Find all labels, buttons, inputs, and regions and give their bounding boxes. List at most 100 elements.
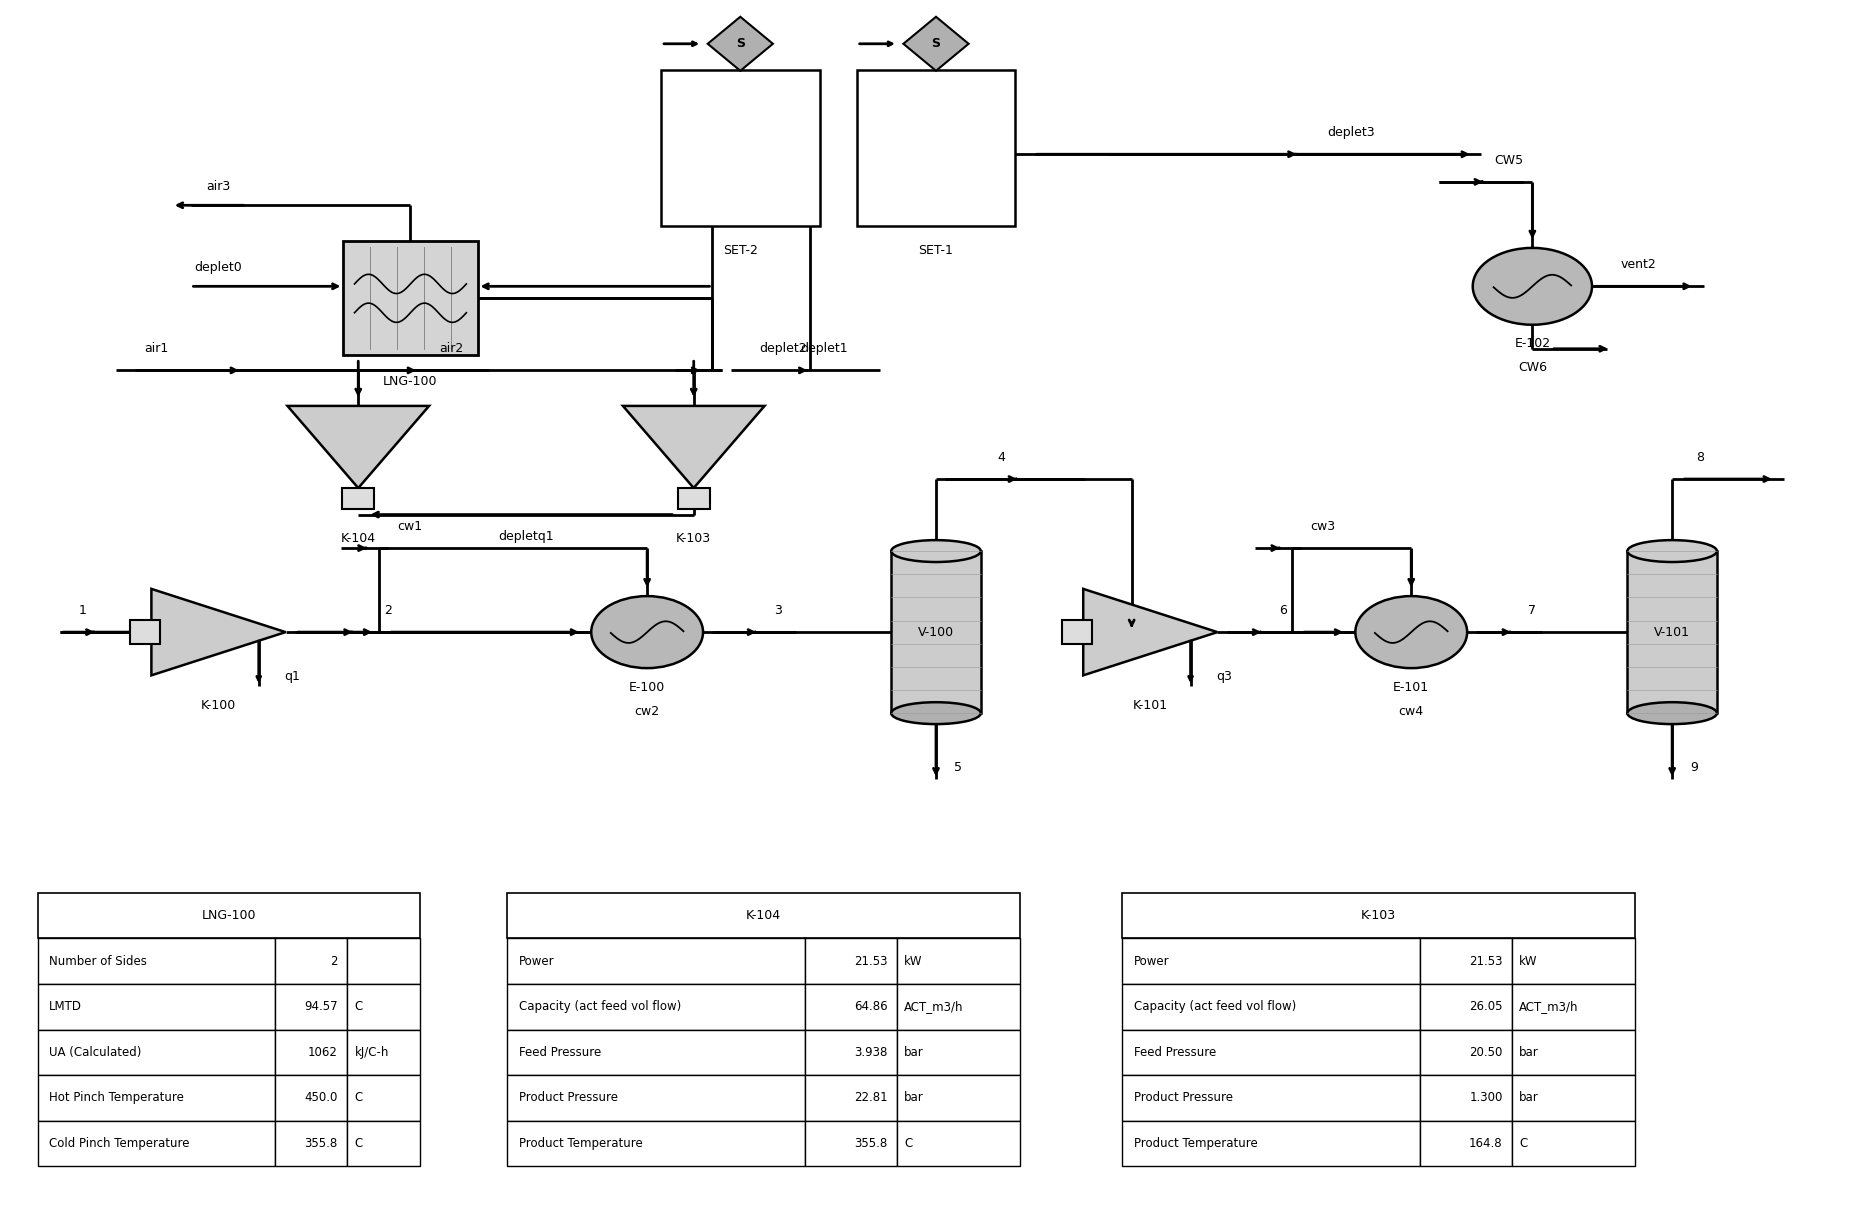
Bar <box>346 938 419 984</box>
Text: 21.53: 21.53 <box>854 955 887 967</box>
Bar <box>1123 1030 1419 1075</box>
Text: ACT_m3/h: ACT_m3/h <box>1520 1000 1578 1013</box>
Bar <box>1419 1121 1513 1167</box>
Bar <box>507 984 805 1030</box>
Bar <box>507 1121 805 1167</box>
Text: LNG-100: LNG-100 <box>202 909 256 922</box>
Bar <box>897 984 1020 1030</box>
Text: Power: Power <box>1134 955 1170 967</box>
Bar <box>343 242 477 355</box>
Text: cw3: cw3 <box>1310 520 1337 533</box>
Bar <box>1419 984 1513 1030</box>
Bar <box>37 892 419 938</box>
Text: q1: q1 <box>285 670 300 683</box>
Text: Feed Pressure: Feed Pressure <box>1134 1046 1215 1059</box>
Bar <box>805 1075 897 1121</box>
Bar <box>897 938 1020 984</box>
Bar <box>805 938 897 984</box>
Bar <box>1513 938 1634 984</box>
Text: 2: 2 <box>384 604 391 617</box>
Bar <box>507 1075 805 1121</box>
Text: Capacity (act feed vol flow): Capacity (act feed vol flow) <box>519 1000 681 1013</box>
Bar <box>1419 938 1513 984</box>
Bar <box>343 488 374 509</box>
Text: E-101: E-101 <box>1393 681 1430 694</box>
Text: E-102: E-102 <box>1514 337 1550 351</box>
Bar <box>37 1121 275 1167</box>
Text: K-101: K-101 <box>1133 699 1168 712</box>
Text: kW: kW <box>904 955 923 967</box>
Text: Product Temperature: Product Temperature <box>1134 1138 1258 1150</box>
Text: UA (Calculated): UA (Calculated) <box>49 1046 140 1059</box>
Bar <box>1123 984 1419 1030</box>
Text: 3.938: 3.938 <box>854 1046 887 1059</box>
Text: cw4: cw4 <box>1398 705 1425 718</box>
Text: deplet0: deplet0 <box>195 261 241 273</box>
Text: 164.8: 164.8 <box>1470 1138 1503 1150</box>
Bar <box>857 70 1015 226</box>
Bar <box>37 938 275 984</box>
Text: 8: 8 <box>1696 451 1704 464</box>
Bar <box>1123 1075 1419 1121</box>
Ellipse shape <box>1627 540 1717 562</box>
Bar <box>1513 1075 1634 1121</box>
Text: air3: air3 <box>206 180 230 192</box>
Bar <box>897 1030 1020 1075</box>
Bar <box>507 892 1020 938</box>
Text: 1: 1 <box>79 604 86 617</box>
Bar <box>1513 984 1634 1030</box>
Text: E-100: E-100 <box>629 681 665 694</box>
Ellipse shape <box>891 702 981 724</box>
Text: Product Temperature: Product Temperature <box>519 1138 642 1150</box>
Text: bar: bar <box>1520 1092 1539 1105</box>
Text: CW5: CW5 <box>1494 154 1524 167</box>
Text: 6: 6 <box>1279 604 1286 617</box>
Text: depletq1: depletq1 <box>498 530 554 543</box>
Text: bar: bar <box>904 1046 925 1059</box>
Text: 94.57: 94.57 <box>305 1000 337 1013</box>
Text: bar: bar <box>904 1092 925 1105</box>
Text: Capacity (act feed vol flow): Capacity (act feed vol flow) <box>1134 1000 1295 1013</box>
Bar <box>891 551 981 713</box>
Text: 64.86: 64.86 <box>854 1000 887 1013</box>
Bar <box>37 1075 275 1121</box>
Polygon shape <box>152 589 286 676</box>
Text: deplet2: deplet2 <box>758 342 807 355</box>
Text: SET-2: SET-2 <box>723 244 758 256</box>
Bar <box>678 488 709 509</box>
Bar <box>37 1030 275 1075</box>
Bar <box>275 1121 346 1167</box>
Bar <box>897 1121 1020 1167</box>
Text: 2: 2 <box>329 955 337 967</box>
Text: deplet3: deplet3 <box>1327 126 1374 139</box>
Bar <box>805 1030 897 1075</box>
Text: C: C <box>904 1138 912 1150</box>
Text: C: C <box>354 1000 363 1013</box>
Bar <box>507 938 805 984</box>
Bar <box>37 984 275 1030</box>
Text: K-103: K-103 <box>676 532 711 545</box>
Bar <box>1627 551 1717 713</box>
Ellipse shape <box>1355 596 1468 669</box>
Bar <box>131 620 161 644</box>
Bar <box>275 1075 346 1121</box>
Text: C: C <box>354 1138 363 1150</box>
Text: air1: air1 <box>144 342 168 355</box>
Text: CW6: CW6 <box>1518 361 1546 375</box>
Text: 9: 9 <box>1690 760 1698 774</box>
Polygon shape <box>904 17 968 71</box>
Text: Product Pressure: Product Pressure <box>1134 1092 1232 1105</box>
Bar <box>507 1030 805 1075</box>
Text: cw1: cw1 <box>397 520 423 533</box>
Text: 22.81: 22.81 <box>854 1092 887 1105</box>
Bar <box>897 1075 1020 1121</box>
Text: 355.8: 355.8 <box>305 1138 337 1150</box>
Text: 450.0: 450.0 <box>305 1092 337 1105</box>
Text: 355.8: 355.8 <box>854 1138 887 1150</box>
Bar <box>1123 892 1634 938</box>
Text: vent2: vent2 <box>1621 259 1657 271</box>
Text: Number of Sides: Number of Sides <box>49 955 146 967</box>
Bar <box>275 984 346 1030</box>
Text: Hot Pinch Temperature: Hot Pinch Temperature <box>49 1092 183 1105</box>
Text: K-103: K-103 <box>1361 909 1397 922</box>
